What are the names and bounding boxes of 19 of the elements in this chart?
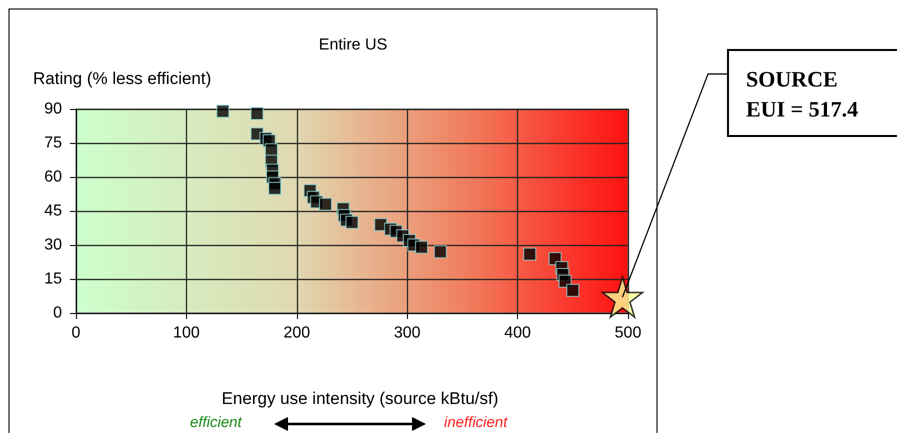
text: inefficient (444, 414, 508, 431)
y-tick-label: 15 (44, 270, 62, 288)
x-tick-label: 400 (504, 324, 532, 342)
y-tick-label: 90 (44, 100, 62, 118)
x-tick-label: 500 (614, 324, 642, 342)
y-tick-label: 30 (44, 236, 62, 254)
x-axis-title: Energy use intensity (source kBtu/sf) (222, 389, 498, 408)
text: efficient (190, 414, 243, 431)
y-tick-label: 75 (44, 134, 62, 152)
x-tick-label: 100 (173, 324, 200, 342)
x-tick-label: 200 (283, 324, 310, 342)
x-tick-label: 0 (72, 324, 81, 342)
y-tick-label: 60 (44, 168, 62, 186)
source-note: SOURCE EUI = 517.4 (746, 66, 858, 122)
chart-title: Entire US (318, 36, 388, 54)
y-tick-label: 45 (44, 202, 62, 220)
y-axis-title: Rating (% less efficient) (33, 69, 212, 88)
x-tick-label: 300 (394, 324, 421, 342)
y-tick-label: 0 (53, 304, 62, 322)
